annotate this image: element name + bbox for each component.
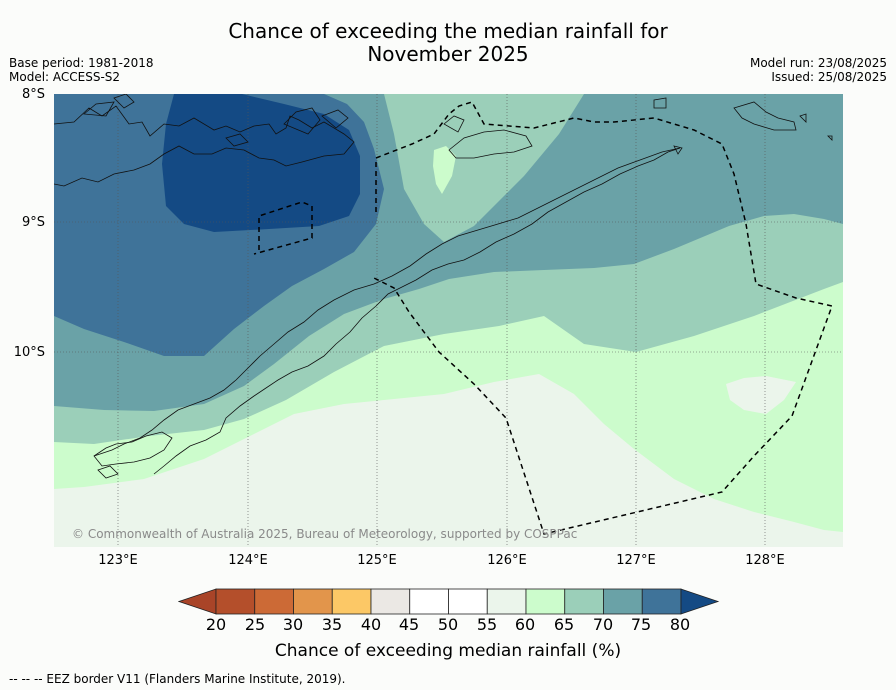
cb-tick-30: 30 [282,615,304,634]
colorbar-cell [641,588,682,615]
lon-label-128e: 128°E [745,553,785,568]
lon-label-124e: 124°E [228,553,268,568]
cb-tick-20: 20 [205,615,227,634]
lat-label-8s: 8°S [21,87,45,102]
base-period-label: Base period: 1981-2018 [9,56,154,70]
eez-legend-note: -- -- -- EEZ border V11 (Flanders Marine… [9,672,346,686]
lat-label-9s: 9°S [21,215,45,230]
graticule [54,94,843,547]
colorbar-label: Chance of exceeding median rainfall (%) [274,641,622,661]
colorbar-cell [331,588,372,615]
colorbar-cell [448,588,488,615]
colorbar-cell [370,588,411,615]
chart-title: Chance of exceeding the median rainfall … [0,20,896,66]
cb-tick-25: 25 [244,615,266,634]
cb-tick-65: 65 [553,615,575,634]
lon-label-126e: 126°E [487,553,527,568]
cb-tick-60: 60 [514,615,536,634]
lon-label-123e: 123°E [98,553,138,568]
issued-label: Issued: 25/08/2025 [771,70,887,84]
colorbar-cell [254,588,294,615]
band-60-65-patch [726,376,796,414]
colorbar-extend-high [680,588,720,615]
title-line-2: November 2025 [367,42,529,66]
colorbar-cell [409,588,449,615]
colorbar-cell [215,588,256,615]
colorbar-cell [486,588,527,615]
cb-tick-50: 50 [437,615,459,634]
cb-tick-35: 35 [321,615,343,634]
colorbar-cell [525,588,566,615]
eez-border [253,101,833,535]
lon-label-127e: 127°E [616,553,656,568]
colorbar-cell [293,588,333,615]
cb-tick-70: 70 [592,615,614,634]
cb-tick-45: 45 [398,615,420,634]
cb-tick-80: 80 [669,615,691,634]
copyright-notice: © Commonwealth of Australia 2025, Bureau… [72,527,578,541]
colorbar-cell [603,588,643,615]
meta-right: Model run: 23/08/2025 Issued: 25/08/2025 [750,56,887,84]
model-label: Model: ACCESS-S2 [9,70,121,84]
meta-left: Base period: 1981-2018 Model: ACCESS-S2 [9,56,154,84]
colorbar-cell [564,588,604,615]
coastlines [54,94,833,479]
model-run-label: Model run: 23/08/2025 [749,56,887,70]
cb-tick-75: 75 [630,615,652,634]
lon-label-125e: 125°E [357,553,397,568]
colorbar-extend-low [178,588,217,615]
band-65-70-patch [433,146,456,194]
colorbar [178,588,720,615]
rainfall-map [54,94,843,547]
cb-tick-40: 40 [360,615,382,634]
lat-label-10s: 10°S [13,345,45,360]
title-line-1: Chance of exceeding the median rainfall … [228,19,668,43]
cb-tick-55: 55 [476,615,498,634]
